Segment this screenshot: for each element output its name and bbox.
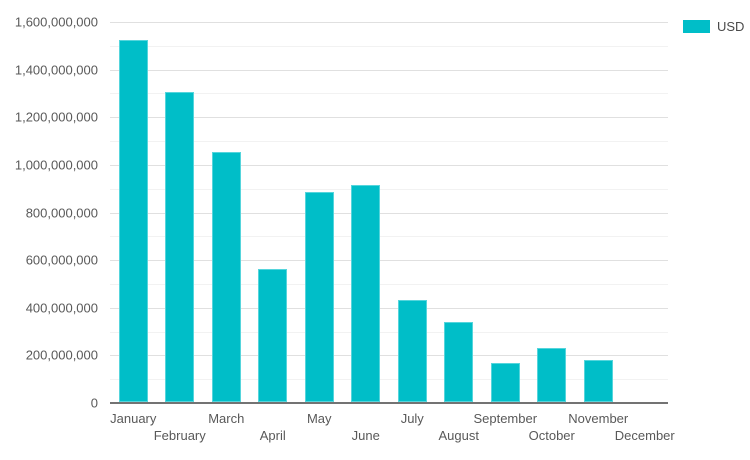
plot-area bbox=[110, 22, 668, 404]
bar-november[interactable] bbox=[583, 360, 613, 402]
gridline-major bbox=[110, 22, 668, 23]
y-axis-tick-label: 800,000,000 bbox=[25, 205, 98, 220]
x-label-march: March bbox=[208, 411, 245, 426]
x-label-april: April bbox=[259, 428, 286, 443]
legend-label: USD bbox=[717, 19, 745, 34]
x-label-october: October bbox=[528, 428, 575, 443]
x-label-june: June bbox=[351, 428, 380, 443]
bar-july[interactable] bbox=[397, 299, 427, 402]
x-label-january: January bbox=[110, 411, 157, 426]
bar-may[interactable] bbox=[304, 192, 334, 402]
gridline-minor bbox=[110, 331, 668, 333]
x-label-august: August bbox=[438, 428, 479, 443]
y-axis-tick-label: 1,600,000,000 bbox=[14, 14, 98, 30]
gridline-minor bbox=[110, 188, 668, 190]
y-axis-tick-label: 600,000,000 bbox=[25, 252, 98, 268]
gridline-major bbox=[110, 69, 668, 71]
y-axis-tick-label: 0 bbox=[90, 395, 98, 411]
bar-february[interactable] bbox=[165, 92, 195, 402]
gridline-minor bbox=[110, 236, 668, 238]
legend-item-usd[interactable]: USD bbox=[683, 19, 744, 34]
x-label-september: September bbox=[473, 411, 538, 426]
y-axis-tick-label: 400,000,000 bbox=[25, 300, 98, 316]
gridline-major bbox=[110, 164, 668, 166]
bar-september[interactable] bbox=[490, 362, 520, 402]
gridline-minor bbox=[110, 283, 668, 285]
x-label-february: February bbox=[153, 428, 206, 443]
gridline-major bbox=[110, 355, 668, 357]
bar-august[interactable] bbox=[444, 322, 474, 402]
bar-april[interactable] bbox=[258, 268, 288, 402]
gridline-minor bbox=[110, 141, 668, 143]
bar-june[interactable] bbox=[351, 185, 381, 402]
bar-march[interactable] bbox=[211, 151, 241, 402]
x-axis-line bbox=[110, 402, 668, 404]
gridline-major bbox=[110, 117, 668, 119]
gridline-minor bbox=[110, 45, 668, 47]
legend-swatch-icon bbox=[683, 20, 710, 33]
gridline-major bbox=[110, 260, 668, 262]
gridline-minor bbox=[110, 93, 668, 95]
gridline-major bbox=[110, 307, 668, 309]
y-axis-tick-label: 1,200,000,000 bbox=[14, 109, 98, 125]
bar-january[interactable] bbox=[118, 40, 148, 402]
x-label-july: July bbox=[400, 411, 424, 426]
y-axis-tick-label: 200,000,000 bbox=[25, 347, 98, 363]
gridline-major bbox=[110, 212, 668, 214]
gridline-minor bbox=[110, 379, 668, 381]
x-label-november: November bbox=[568, 411, 629, 426]
y-axis-tick-label: 1,000,000,000 bbox=[14, 157, 98, 173]
bar-october[interactable] bbox=[537, 348, 567, 402]
y-axis-tick-label: 1,400,000,000 bbox=[14, 62, 98, 78]
x-label-may: May bbox=[306, 411, 332, 426]
x-label-december: December bbox=[614, 428, 675, 443]
